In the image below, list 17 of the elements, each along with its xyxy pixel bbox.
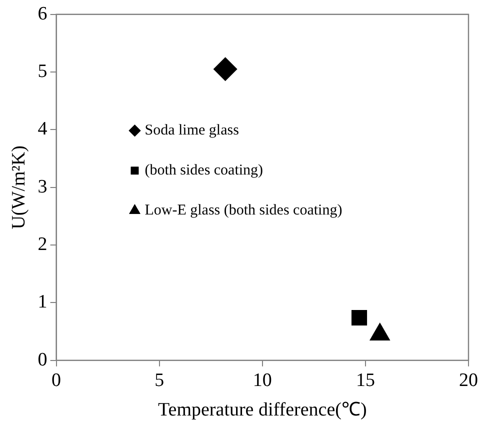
x-tick-label: 20 (459, 370, 478, 391)
y-tick-label: 4 (38, 118, 48, 140)
x-tick-label: 10 (252, 370, 272, 391)
y-tick-label: 0 (38, 349, 48, 370)
y-tick-label: 3 (38, 176, 48, 198)
y-tick-label: 6 (38, 3, 48, 24)
y-tick-label: 5 (38, 61, 48, 82)
legend-label: Low-E glass (both sides coating) (144, 202, 342, 219)
y-tick-label: 2 (38, 234, 48, 256)
x-tick-label: 5 (154, 370, 164, 391)
y-axis-title: U(W/m²K) (8, 146, 30, 230)
x-tick-label: 0 (52, 370, 62, 391)
y-tick-label: 1 (38, 292, 48, 313)
legend-label: Soda lime glass (144, 122, 240, 139)
legend-label: (both sides coating) (144, 162, 264, 179)
x-tick-label: 15 (356, 370, 375, 391)
x-axis-title: Temperature difference(℃) (158, 400, 367, 421)
